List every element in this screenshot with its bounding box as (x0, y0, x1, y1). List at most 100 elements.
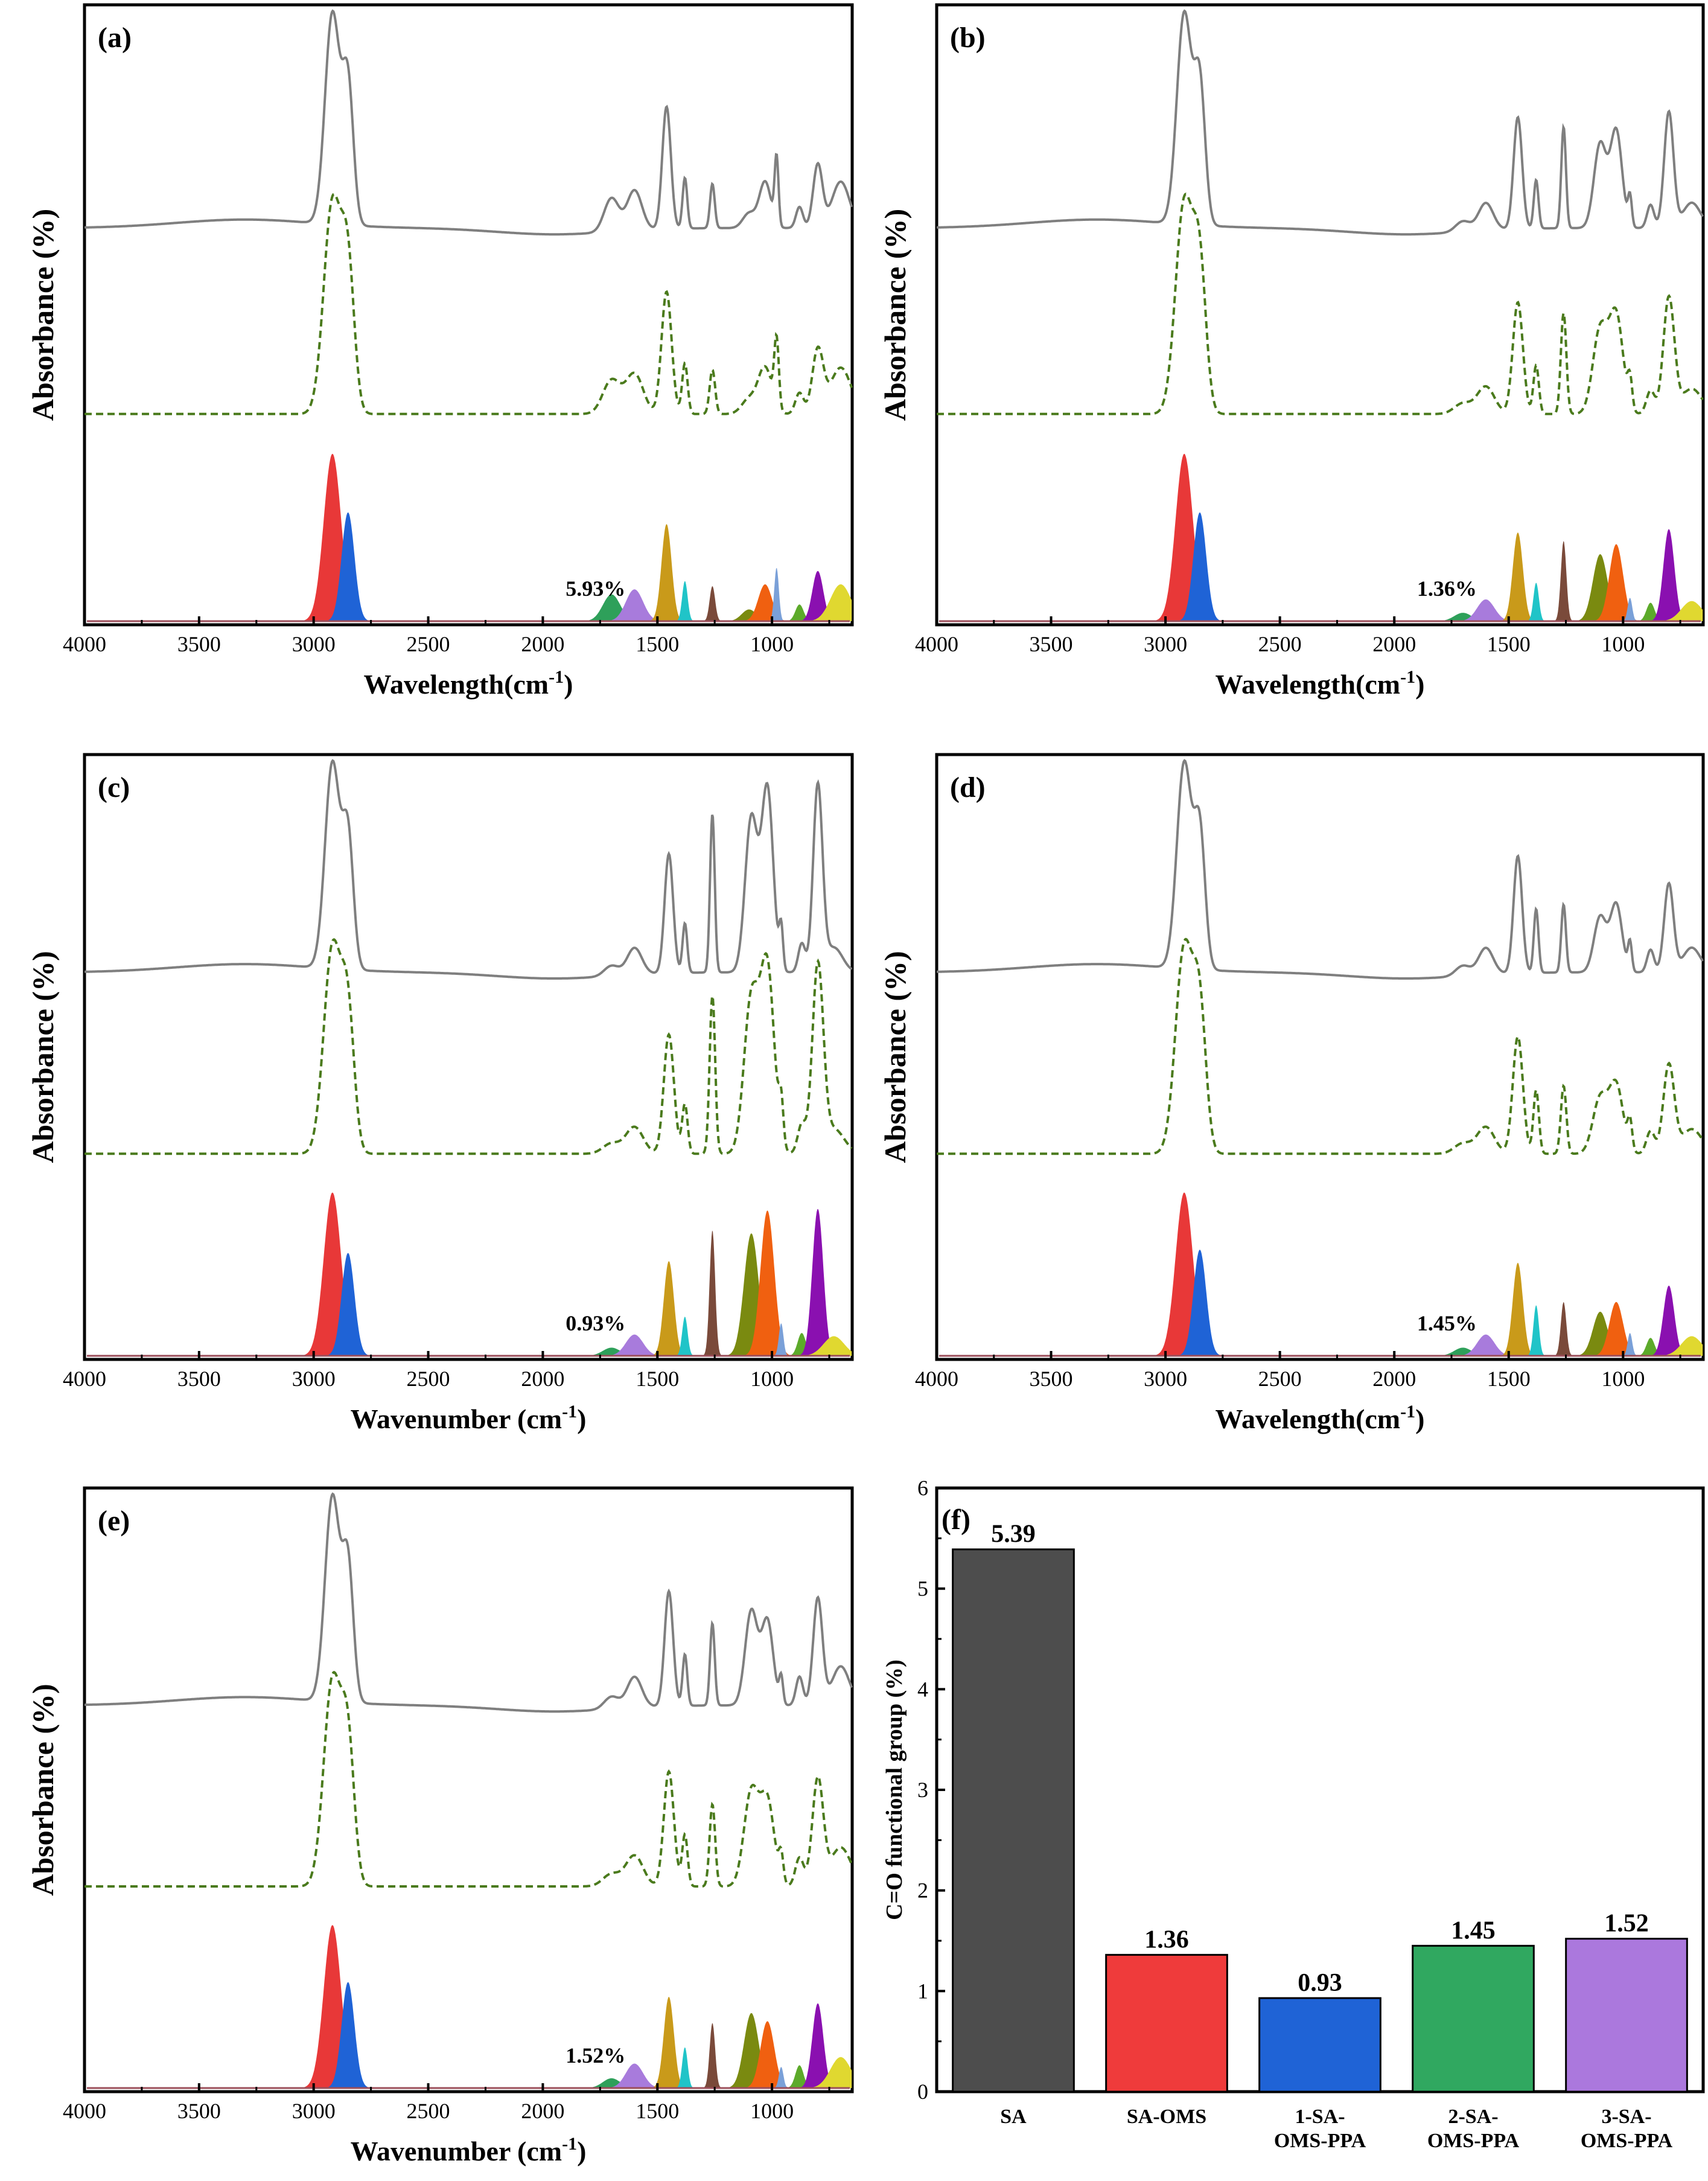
peak-component-800 (84, 2003, 852, 2088)
peak-component-1020 (84, 1210, 852, 1356)
x-tick-label: 2500 (407, 2099, 450, 2123)
x-axis-label: Wavelength(cm-1) (1216, 667, 1425, 700)
bar-value-label: 5.39 (991, 1521, 1036, 1548)
x-tick-label: 3000 (292, 1367, 336, 1391)
x-tick-label: 1500 (636, 1367, 679, 1391)
co-percent-annotation: 1.52% (566, 2043, 625, 2068)
x-axis-label-tail: ) (1415, 669, 1424, 700)
plot-frame (83, 1486, 854, 2093)
panel-label: (e) (98, 1505, 130, 1537)
y-tick-label: 6 (917, 1476, 928, 1500)
x-axis-label-main: Wavenumber (cm (351, 1403, 562, 1434)
peak-component-1260 (84, 586, 852, 621)
peak-component-800 (84, 570, 852, 621)
x-tick-label: 2500 (1258, 632, 1302, 656)
peak-component-1100 (937, 554, 1703, 621)
peak-component-2850 (937, 512, 1703, 621)
peak-component-800 (937, 1285, 1703, 1356)
x-tick-label: 1500 (1487, 632, 1531, 656)
peak-component-1030 (937, 544, 1703, 621)
x-tick-label: 2500 (407, 1367, 450, 1391)
x-axis-label-tail: ) (577, 2136, 586, 2167)
x-tick-label: 2000 (521, 1367, 564, 1391)
peak-component-800 (84, 1209, 852, 1356)
x-tick-label: 3000 (292, 2099, 336, 2123)
x-tick-label: 2000 (1372, 1367, 1416, 1391)
plot-frame (83, 3, 854, 627)
x-tick-label: 3500 (177, 2099, 221, 2123)
x-tick-label: 2500 (1258, 1367, 1302, 1391)
x-axis-label-sup: -1 (1400, 1402, 1415, 1422)
y-axis-label: C=O functional group (%) (882, 1659, 907, 1920)
peak-component-2850 (937, 1250, 1703, 1356)
x-axis-label-tail: ) (564, 669, 573, 700)
y-tick-label: 3 (917, 1778, 928, 1802)
peak-component-1020 (84, 2021, 852, 2088)
peak-component-1380 (84, 581, 852, 621)
peak-component-1460 (937, 532, 1703, 621)
bar-value-label: 0.93 (1298, 1969, 1342, 1997)
fitted-curve (937, 937, 1704, 1155)
bar-panel-f: 5.39SA1.36SA-OMS0.931-SA-OMS-PPA1.452-SA… (882, 1476, 1705, 2152)
measured-spectrum (84, 1492, 853, 1713)
peak-component-980 (84, 567, 852, 621)
x-axis-label-main: Wavenumber (cm (351, 2136, 562, 2167)
peak-component-1460 (937, 1263, 1703, 1356)
y-tick-label: 4 (917, 1677, 928, 1701)
peak-component-700 (84, 584, 852, 621)
x-tick-label: 3500 (1030, 1367, 1073, 1391)
x-category-label: SA-OMS (1127, 2106, 1206, 2128)
bar-SA (952, 1548, 1075, 2093)
x-axis-label-tail: ) (577, 1403, 586, 1434)
measured-spectrum (84, 759, 853, 980)
y-tick-label: 2 (917, 1879, 928, 1903)
y-axis-label: Absorbance (%) (26, 209, 60, 421)
fitted-curve (84, 193, 853, 415)
fitted-curve (84, 1670, 853, 1888)
peak-component-1460 (84, 524, 852, 621)
x-tick-label: 2000 (521, 2099, 564, 2123)
x-tick-label: 3000 (1144, 1367, 1187, 1391)
panel-label: (b) (950, 22, 986, 54)
peak-component-2918 (84, 1192, 852, 1356)
x-tick-label: 3500 (177, 632, 221, 656)
x-axis-label-main: Wavelength(cm (1216, 669, 1401, 700)
x-category-label: OMS-PPA (1427, 2130, 1520, 2152)
x-tick-label: 1000 (750, 1367, 794, 1391)
bar-value-label: 1.45 (1451, 1917, 1496, 1944)
x-axis-label-main: Wavelength(cm (1216, 1403, 1401, 1434)
x-axis-label-main: Wavelength(cm (364, 669, 549, 700)
x-tick-label: 2000 (1372, 632, 1416, 656)
x-axis-label-sup: -1 (1400, 667, 1415, 687)
x-tick-label: 1500 (636, 2099, 679, 2123)
x-axis-label: Wavenumber (cm-1) (351, 1402, 587, 1434)
x-category-label: OMS-PPA (1274, 2130, 1366, 2152)
y-tick-label: 0 (917, 2080, 928, 2104)
x-tick-label: 1000 (1601, 632, 1645, 656)
measured-spectrum (84, 9, 853, 236)
x-tick-label: 4000 (63, 2099, 106, 2123)
peak-component-2918 (84, 453, 852, 621)
x-tick-label: 1000 (750, 632, 794, 656)
x-axis-label-tail: ) (1415, 1403, 1424, 1434)
fitted-curve (84, 938, 853, 1155)
plot-frame (935, 3, 1705, 627)
peak-component-970 (937, 1333, 1703, 1356)
y-axis-label: Absorbance (%) (26, 1684, 60, 1895)
peak-component-2918 (937, 1192, 1703, 1356)
x-tick-label: 3500 (1030, 632, 1073, 656)
x-tick-label: 1000 (1601, 1367, 1645, 1391)
panel-label: (f) (942, 1504, 970, 1536)
measured-spectrum (937, 9, 1704, 236)
co-percent-annotation: 1.36% (1417, 576, 1477, 601)
x-tick-label: 3000 (292, 632, 336, 656)
plot-frame (83, 753, 854, 1361)
x-axis-label: Wavelength(cm-1) (364, 667, 573, 700)
peak-component-1450 (84, 1996, 852, 2088)
fitted-curve (937, 193, 1704, 415)
peak-component-1260 (84, 1230, 852, 1356)
x-tick-label: 4000 (915, 1367, 958, 1391)
y-axis-label: Absorbance (%) (878, 951, 912, 1163)
x-axis-label-sup: -1 (562, 2134, 577, 2154)
